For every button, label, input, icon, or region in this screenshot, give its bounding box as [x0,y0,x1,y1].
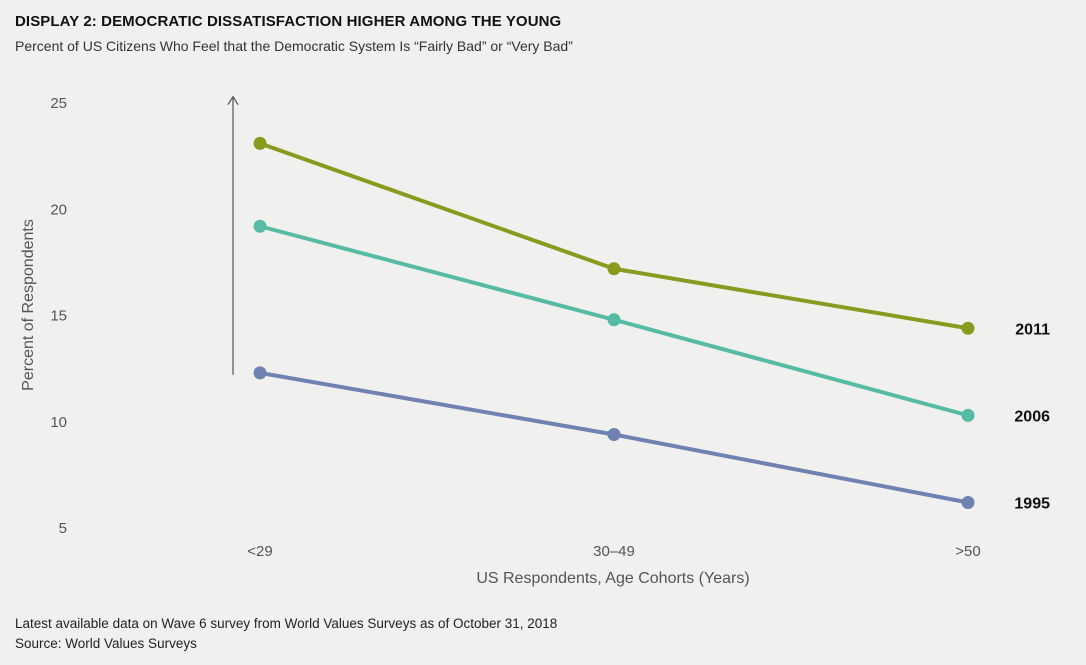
chart-title: DISPLAY 2: DEMOCRATIC DISSATISFACTION HI… [15,13,562,30]
series-line-2011 [258,141,970,331]
series-labels: 2011 2006 1995 [1014,321,1050,512]
y-tick-label: 5 [59,520,67,537]
y-axis-title: Percent of Respondents [20,219,37,391]
series-label-1995: 1995 [1014,496,1050,513]
y-tick-label: 10 [50,414,67,431]
annotation-arrow-head [227,95,239,105]
x-tick-label: 30–49 [593,543,635,560]
annotation-arrow [227,95,239,375]
y-tick-label: 15 [50,308,67,325]
x-axis-title: US Respondents, Age Cohorts (Years) [476,570,749,587]
data-point-2011 [253,136,267,150]
x-tick-label: >50 [955,543,980,560]
y-axis-ticks: 5 10 15 20 25 [50,95,67,537]
data-point-2006 [253,219,267,233]
y-tick-label: 20 [50,201,67,218]
data-point-2006 [961,408,975,422]
footnote-data-note: Latest available data on Wave 6 survey f… [15,616,558,631]
chart-subtitle: Percent of US Citizens Who Feel that the… [15,38,573,54]
data-point-1995 [253,366,267,380]
data-point-2011 [961,321,975,335]
series-label-2011: 2011 [1015,321,1050,338]
series-label-2006: 2006 [1014,408,1050,425]
data-point-1995 [961,496,975,509]
x-tick-label: <29 [247,543,272,560]
footnote-source: Source: World Values Surveys [15,636,197,651]
x-axis-ticks: <29 30–49 >50 [247,543,980,560]
series-points [253,136,975,509]
data-point-1995 [607,428,621,441]
data-point-2006 [607,313,621,327]
y-tick-label: 25 [50,95,67,112]
data-point-2011 [607,262,621,276]
